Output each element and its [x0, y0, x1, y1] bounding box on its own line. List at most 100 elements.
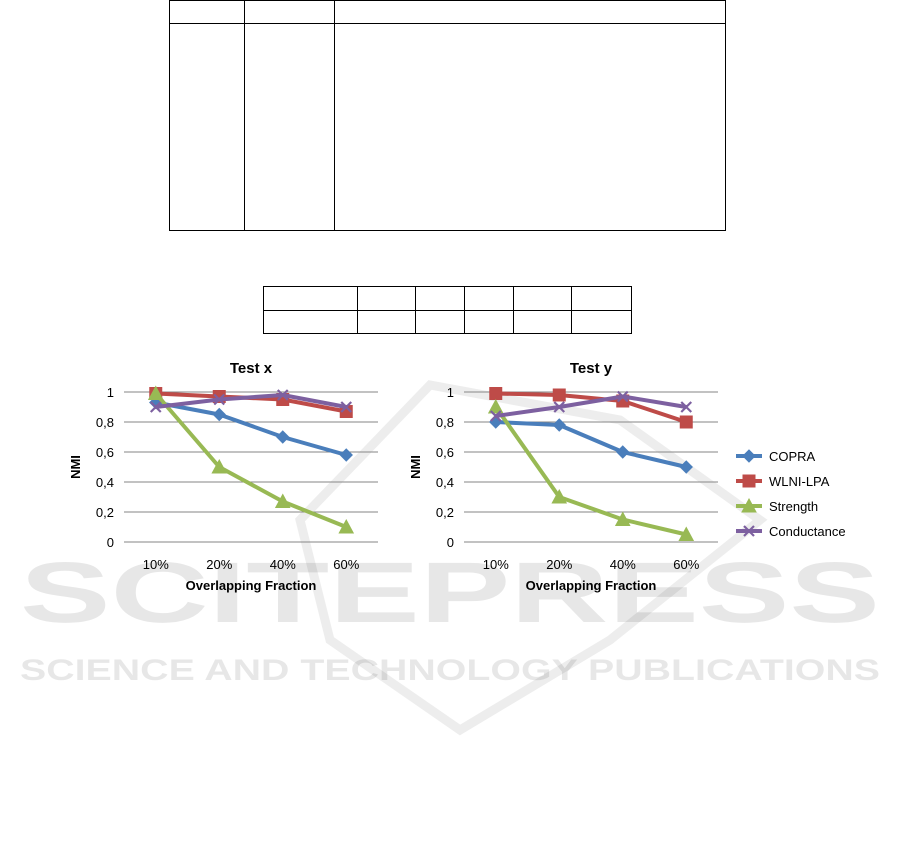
x-tick-label: 60%: [673, 557, 699, 572]
data-point: [213, 393, 226, 406]
y-tick-label: 0: [107, 535, 114, 550]
y-tick-label: 0,4: [436, 475, 454, 490]
data-point: [276, 430, 290, 444]
series-wlni-lpa: [489, 387, 693, 429]
data-point: [489, 415, 503, 429]
legend-marker: [743, 525, 755, 537]
data-point: [212, 407, 226, 422]
data-point: [489, 410, 502, 422]
series-line: [495, 420, 687, 469]
x-tick-label: 10%: [143, 557, 169, 572]
middle-table: [263, 286, 632, 334]
table-cell: [571, 286, 632, 311]
legend-label: COPRA: [769, 449, 816, 464]
table-cell: [357, 286, 416, 311]
data-point: [338, 518, 355, 534]
x-tick-label: 60%: [333, 557, 359, 572]
y-tick-label: 0,6: [436, 445, 454, 460]
data-point: [679, 415, 693, 429]
data-point: [276, 389, 289, 401]
data-point: [616, 390, 629, 403]
legend-item: Strength: [736, 497, 818, 514]
table-cell: [415, 286, 465, 311]
series-conductance: [489, 390, 693, 422]
x-axis-label: Overlapping Fraction: [526, 578, 657, 593]
table-cell: [169, 0, 245, 24]
table-cell: [464, 309, 514, 334]
data-point: [553, 401, 566, 413]
y-axis-label: NMI: [68, 455, 83, 479]
table-cell: [169, 23, 245, 231]
legend-item: WLNI-LPA: [736, 474, 830, 489]
table-cell: [464, 286, 514, 311]
data-point: [147, 385, 164, 400]
table-cell: [513, 309, 572, 334]
series-copra: [149, 395, 353, 462]
chart-test-y: Test y 0 0,2 0,4 0,6 0,8 1 10% 20% 40% 60% Overlapp…: [408, 360, 846, 593]
data-point: [551, 488, 568, 504]
series-strength: [147, 385, 355, 534]
y-tick-label: 0,2: [96, 505, 114, 520]
data-point: [489, 387, 503, 400]
legend-label: Strength: [769, 499, 818, 514]
table-cell: [263, 286, 358, 311]
data-point: [614, 511, 631, 526]
y-tick-label: 0,6: [96, 445, 114, 460]
data-point: [340, 401, 353, 413]
chart-title: Test y: [570, 360, 613, 377]
table-cell: [334, 0, 726, 24]
legend-item: Conductance: [736, 524, 846, 539]
table-row: [169, 0, 726, 24]
series-conductance: [149, 389, 353, 413]
legend-marker: [742, 449, 756, 463]
table-cell: [334, 23, 726, 231]
series-line: [495, 391, 687, 424]
table-row: [263, 309, 632, 334]
y-tick-label: 1: [107, 385, 114, 400]
x-tick-label: 40%: [610, 557, 636, 572]
legend-marker: [741, 497, 757, 513]
series-strength: [487, 398, 695, 541]
data-point: [552, 418, 566, 432]
chart-test-x: Test x 0 0,2 0,4 0,6 0,8 1 10% 20% 40% 60% Overlapp…: [68, 360, 378, 593]
data-point: [552, 388, 566, 402]
legend-marker: [742, 474, 756, 488]
data-point: [211, 458, 228, 474]
data-point: [616, 445, 630, 459]
chart-title: Test x: [230, 360, 273, 377]
data-point: [149, 401, 162, 413]
data-point: [339, 448, 353, 462]
table-cell: [513, 286, 572, 311]
legend-item: COPRA: [736, 449, 816, 464]
series-line: [155, 400, 347, 457]
y-axis-label: NMI: [408, 455, 423, 479]
y-tick-label: 0: [447, 535, 454, 550]
table-cell: [571, 309, 632, 334]
series-line: [155, 393, 347, 409]
x-tick-label: 20%: [546, 557, 572, 572]
top-table: [169, 0, 726, 231]
data-point: [680, 401, 693, 413]
watermark-subtitle: SCIENCE AND TECHNOLOGY PUBLICATIONS: [20, 654, 880, 687]
y-tick-label: 0,8: [96, 415, 114, 430]
data-point: [679, 460, 693, 474]
y-tick-label: 0,4: [96, 475, 114, 490]
series-line: [495, 394, 687, 418]
legend-label: Conductance: [769, 524, 846, 539]
series-line: [494, 405, 687, 537]
x-tick-label: 10%: [483, 557, 509, 572]
x-tick-label: 40%: [270, 557, 296, 572]
legend-label: WLNI-LPA: [769, 474, 830, 489]
y-tick-label: 1: [447, 385, 454, 400]
series-line: [154, 392, 347, 529]
x-tick-label: 20%: [206, 557, 232, 572]
data-point: [678, 526, 695, 541]
y-tick-label: 0,2: [436, 505, 454, 520]
data-point: [487, 398, 504, 414]
x-axis-label: Overlapping Fraction: [186, 578, 317, 593]
table-cell: [263, 309, 358, 334]
table-cell: [244, 0, 335, 24]
table-cell: [357, 309, 416, 334]
table-row: [263, 286, 632, 311]
data-point: [274, 493, 291, 508]
